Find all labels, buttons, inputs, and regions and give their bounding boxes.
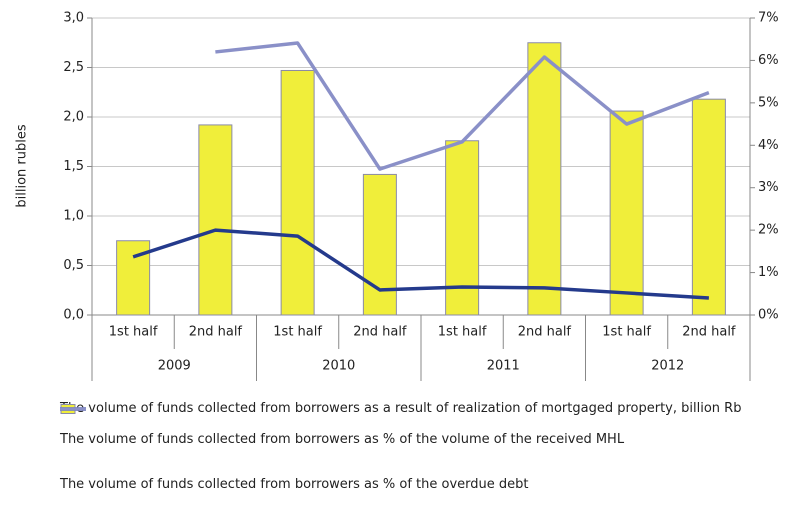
legend-label: The volume of funds collected from borro… xyxy=(60,401,742,416)
legend-label: The volume of funds collected from borro… xyxy=(60,432,625,447)
legend-swatch xyxy=(60,407,86,411)
y2-tick-label: 5% xyxy=(758,95,779,110)
x-tick-label: 2nd half xyxy=(682,325,736,340)
line xyxy=(215,41,710,171)
y2-tick-label: 4% xyxy=(758,138,779,153)
x-tick-label: 1st half xyxy=(109,325,158,340)
y2-tick-label: 2% xyxy=(758,223,779,238)
y2-tick-label: 0% xyxy=(758,308,779,323)
bar xyxy=(362,173,397,316)
y-tick-label: 3,0 xyxy=(63,11,84,26)
bar xyxy=(527,42,562,316)
line xyxy=(132,228,709,300)
x-tick-label: 1st half xyxy=(602,325,651,340)
y-tick-label: 2,5 xyxy=(63,60,84,75)
x-tick-label: 1st half xyxy=(273,325,322,340)
legend-item: The volume of funds collected from borro… xyxy=(60,407,780,448)
y2-tick-label: 7% xyxy=(758,11,779,26)
bar xyxy=(691,98,726,316)
y-tick-label: 1,5 xyxy=(63,159,84,174)
chart: billion rubles 0,0 0,5 1,0 1,5 2,0 2,5 3,0 0% 1%… xyxy=(15,11,779,381)
x-group-label: 2010 xyxy=(322,359,355,374)
x-group-label: 2011 xyxy=(487,359,520,374)
legend-label: The volume of funds collected from borro… xyxy=(60,477,529,492)
y-tick-label: 2,0 xyxy=(63,110,84,125)
x-group-label: 2012 xyxy=(651,359,684,374)
x-tick-label: 1st half xyxy=(438,325,487,340)
bar xyxy=(198,124,233,316)
y2-tick-label: 6% xyxy=(758,53,779,68)
legend-item: The volume of funds collected from borro… xyxy=(60,407,780,493)
y2-tick-label: 1% xyxy=(758,265,779,280)
y-tick-label: 1,0 xyxy=(63,209,84,224)
bar xyxy=(609,110,644,316)
x-group-label: 2009 xyxy=(158,359,191,374)
x-tick-label: 2nd half xyxy=(353,325,407,340)
y-tick-label: 0,0 xyxy=(63,308,84,323)
x-tick-label: 2nd half xyxy=(189,325,243,340)
y2-tick-label: 3% xyxy=(758,180,779,195)
legend: The volume of funds collected from borro… xyxy=(60,400,780,507)
y-tick-label: 0,5 xyxy=(63,258,84,273)
y-axis-label: billion rubles xyxy=(15,124,30,207)
x-tick-label: 2nd half xyxy=(518,325,572,340)
legend-item: The volume of funds collected from borro… xyxy=(60,400,780,417)
bar xyxy=(280,69,315,316)
